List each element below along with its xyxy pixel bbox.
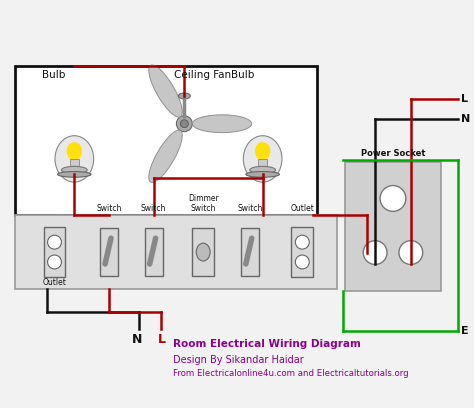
Ellipse shape [246, 171, 279, 177]
Bar [70, 159, 79, 171]
Circle shape [399, 241, 423, 264]
Text: E: E [461, 326, 468, 336]
Ellipse shape [255, 142, 270, 160]
Text: Power Socket: Power Socket [361, 149, 425, 158]
Bar [15, 66, 317, 215]
Bar [241, 228, 259, 276]
Bar [258, 159, 267, 171]
Circle shape [380, 186, 406, 211]
Text: L: L [461, 94, 468, 104]
Text: Bulb: Bulb [231, 70, 255, 80]
Circle shape [47, 235, 62, 249]
Circle shape [47, 255, 62, 269]
Circle shape [181, 120, 188, 128]
Text: N: N [461, 114, 470, 124]
Text: Ceiling Fan: Ceiling Fan [174, 70, 232, 80]
Ellipse shape [196, 243, 210, 261]
Ellipse shape [55, 136, 94, 182]
Ellipse shape [57, 171, 91, 177]
Circle shape [363, 241, 387, 264]
Ellipse shape [149, 65, 182, 117]
Text: N: N [132, 333, 142, 346]
Text: Outlet: Outlet [43, 278, 66, 287]
Bar [145, 228, 163, 276]
Text: Design By Sikandar Haidar: Design By Sikandar Haidar [173, 355, 304, 365]
Text: From Electricalonline4u.com and Electricaltutorials.org: From Electricalonline4u.com and Electric… [173, 368, 409, 377]
Circle shape [295, 255, 309, 269]
Ellipse shape [243, 136, 282, 182]
Text: Room Electrical Wiring Diagram: Room Electrical Wiring Diagram [173, 339, 361, 349]
Circle shape [176, 116, 192, 132]
Bar [44, 227, 65, 277]
Bar [100, 228, 118, 276]
Ellipse shape [67, 142, 82, 160]
Ellipse shape [250, 166, 275, 173]
Ellipse shape [62, 166, 87, 173]
Bar [15, 215, 337, 289]
Bar [192, 228, 214, 276]
Ellipse shape [192, 115, 252, 133]
Text: Dimmer
Switch: Dimmer Switch [188, 193, 219, 213]
Text: Outlet: Outlet [291, 204, 314, 213]
Text: Switch: Switch [96, 204, 122, 213]
Text: L: L [157, 333, 165, 346]
Bar [345, 162, 441, 291]
Bar [292, 227, 313, 277]
Text: Switch: Switch [141, 204, 166, 213]
Text: Bulb: Bulb [42, 70, 65, 80]
Ellipse shape [149, 130, 182, 182]
Ellipse shape [178, 93, 190, 99]
Circle shape [295, 235, 309, 249]
Text: Switch: Switch [237, 204, 263, 213]
